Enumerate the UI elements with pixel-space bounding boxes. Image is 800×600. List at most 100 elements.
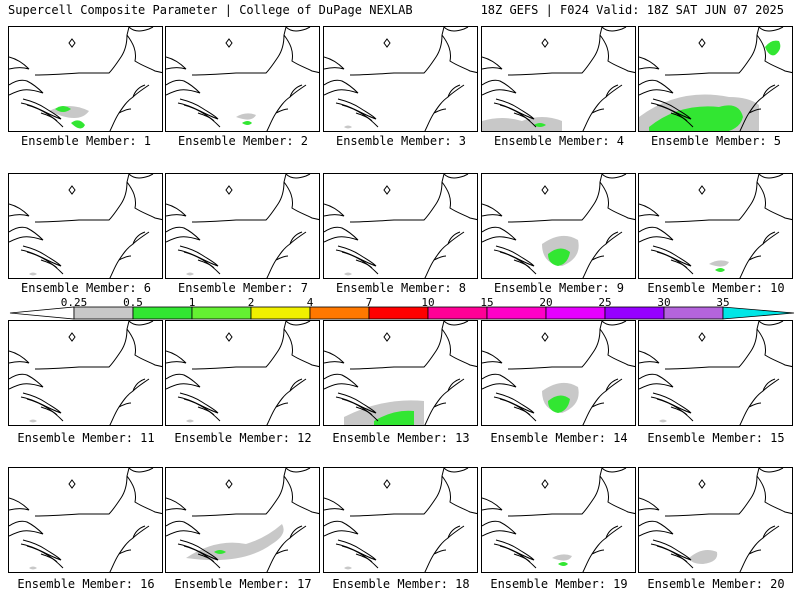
map-boundary-line	[493, 392, 535, 414]
map-boundary-line	[34, 468, 130, 517]
island-marker	[225, 38, 233, 48]
ensemble-member-label: Ensemble Member: 16	[17, 577, 155, 591]
map-boundary-line	[756, 475, 792, 515]
map-boundary-line	[482, 226, 517, 243]
colorbar-segment	[427, 306, 488, 320]
colorbar-tick-label: 7	[365, 296, 373, 309]
map-boundary-line	[191, 27, 287, 76]
map-boundary-line	[507, 321, 603, 370]
scp-contour-fill	[552, 554, 572, 561]
colorbar-segment	[663, 306, 724, 320]
map-boundary-line	[758, 468, 784, 473]
map-boundary-line	[441, 181, 477, 221]
map-boundary-line	[183, 251, 221, 275]
map-boundary-line	[289, 231, 303, 245]
map-boundary-line	[191, 174, 287, 223]
map-boundary-line	[166, 203, 187, 217]
map-boundary-line	[499, 104, 537, 128]
map-canvas	[482, 174, 635, 278]
map-boundary-line	[166, 520, 201, 537]
map-boundary-line	[285, 27, 311, 32]
scp-contour-fill	[548, 395, 570, 413]
map-boundary-line	[599, 181, 635, 221]
map-canvas	[9, 321, 162, 425]
map-boundary-line	[26, 104, 64, 128]
scp-contour-fill	[649, 105, 743, 131]
colorbar-tick-label: 0.5	[123, 296, 143, 309]
scp-contour-fill	[709, 260, 729, 267]
map-boundary-line	[482, 79, 517, 96]
map-canvas	[166, 468, 319, 572]
map-boundary-line	[424, 84, 465, 131]
map-boundary-line	[289, 525, 303, 539]
map-boundary-line	[324, 373, 359, 390]
map-boundary-line	[109, 525, 150, 572]
map-boundary-line	[582, 231, 623, 278]
ensemble-member-label: Ensemble Member: 6	[20, 281, 152, 295]
map-boundary-line	[275, 255, 289, 261]
map-boundary-line	[639, 373, 674, 390]
map-boundary-line	[762, 231, 776, 245]
scp-contour-fill	[55, 106, 71, 112]
colorbar-tick-label: 10	[421, 296, 435, 309]
ensemble-map-panel	[165, 467, 320, 573]
island-marker	[698, 332, 706, 342]
map-boundary-line	[756, 328, 792, 368]
scp-contour-fill	[236, 113, 256, 120]
map-boundary-line	[285, 468, 311, 473]
map-boundary-line	[424, 378, 465, 425]
island-marker	[225, 185, 233, 195]
map-boundary-line	[670, 259, 688, 269]
map-boundary-line	[40, 259, 58, 269]
scp-contour-fill	[374, 410, 414, 425]
map-canvas	[324, 27, 477, 131]
map-boundary-line	[128, 468, 154, 473]
map-boundary-line	[605, 84, 619, 98]
ensemble-map-panel	[8, 467, 163, 573]
map-boundary-line	[197, 259, 215, 269]
island-marker	[68, 38, 76, 48]
map-boundary-line	[109, 84, 150, 131]
map-boundary-line	[324, 350, 345, 364]
map-boundary-line	[355, 112, 373, 122]
map-boundary-line	[758, 321, 784, 326]
model-valid-time: 18Z GEFS | F024 Valid: 18Z SAT JUN 07 20…	[480, 3, 784, 17]
ensemble-member-label: Ensemble Member: 8	[335, 281, 467, 295]
island-marker	[383, 332, 391, 342]
map-boundary-line	[128, 174, 154, 179]
map-boundary-line	[650, 392, 692, 414]
ensemble-member-label: Ensemble Member: 14	[490, 431, 628, 445]
ensemble-map-panel	[481, 26, 636, 132]
map-boundary-line	[349, 468, 445, 517]
map-canvas	[482, 468, 635, 572]
map-boundary-line	[341, 104, 379, 128]
map-boundary-line	[166, 497, 187, 511]
map-boundary-line	[197, 406, 215, 416]
ensemble-member-label: Ensemble Member: 10	[647, 281, 785, 295]
map-boundary-line	[656, 545, 694, 569]
ensemble-map-panel	[638, 173, 793, 279]
map-boundary-line	[197, 112, 215, 122]
island-marker	[541, 185, 549, 195]
map-canvas	[166, 321, 319, 425]
map-boundary-line	[191, 321, 287, 370]
map-boundary-line	[266, 231, 307, 278]
map-boundary-line	[183, 104, 221, 128]
colorbar-tick-label: 20	[539, 296, 553, 309]
ensemble-member-label: Ensemble Member: 19	[490, 577, 628, 591]
ensemble-map-panel	[638, 467, 793, 573]
map-boundary-line	[656, 104, 694, 128]
ensemble-member-label: Ensemble Member: 20	[647, 577, 785, 591]
map-boundary-line	[355, 259, 373, 269]
map-boundary-line	[118, 549, 132, 555]
map-boundary-line	[20, 245, 62, 267]
map-boundary-line	[499, 398, 537, 422]
map-canvas	[482, 27, 635, 131]
map-boundary-line	[9, 497, 30, 511]
colorbar-segment	[191, 306, 252, 320]
map-boundary-line	[34, 27, 130, 76]
map-boundary-line	[40, 112, 58, 122]
map-boundary-line	[349, 174, 445, 223]
ensemble-map-panel	[8, 320, 163, 426]
map-boundary-line	[739, 378, 780, 425]
